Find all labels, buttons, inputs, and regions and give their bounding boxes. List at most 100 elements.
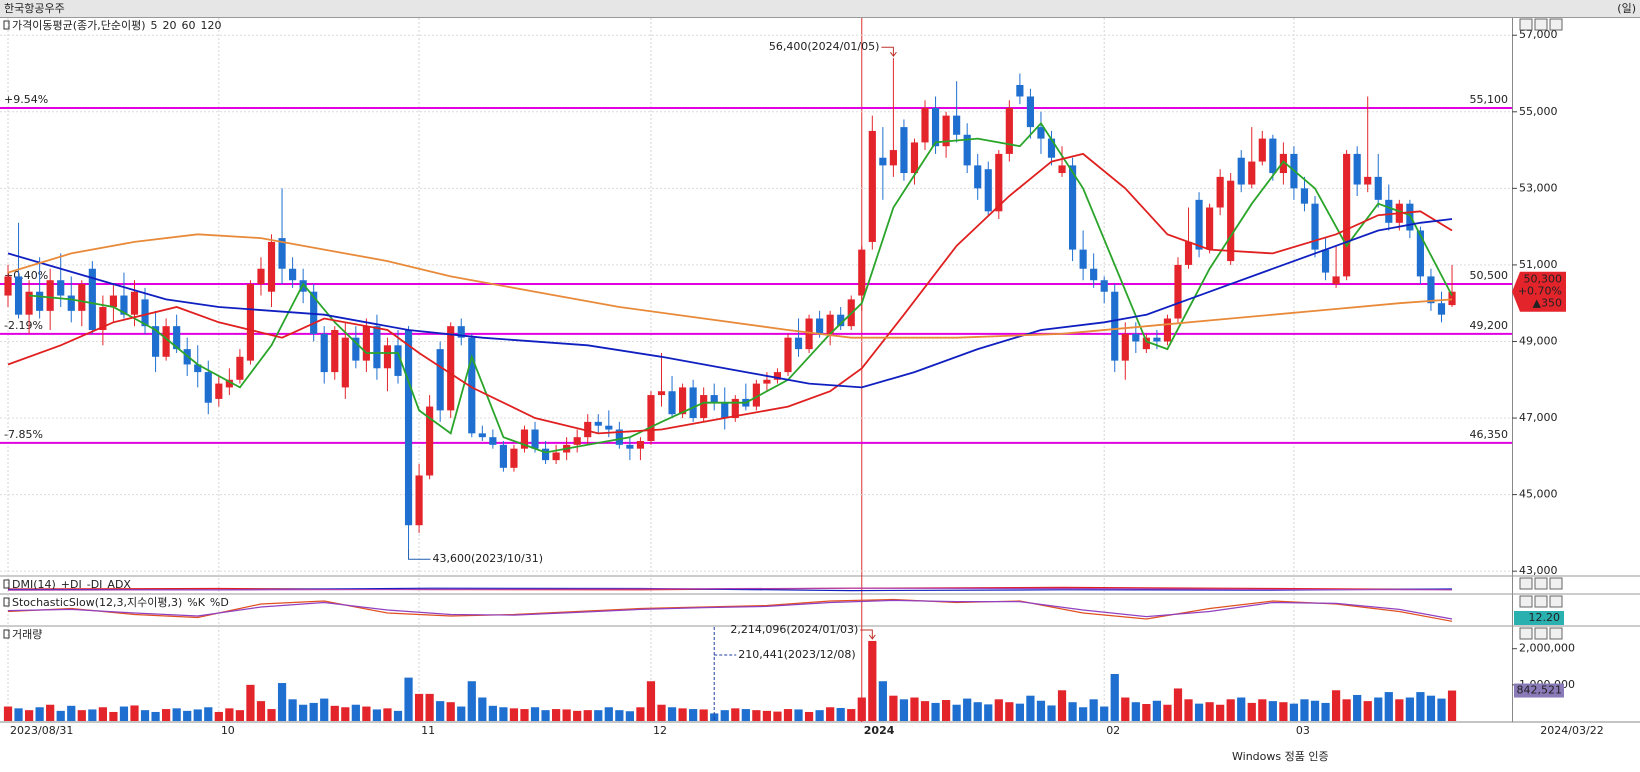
candle-body [383, 345, 392, 369]
annotation: 2,214,096(2024/01/03) [730, 623, 858, 636]
window-button[interactable] [1534, 18, 1548, 31]
legend-label: +DI [61, 578, 82, 591]
candle-body [689, 387, 697, 419]
y-tick-label: 43,000 [1519, 564, 1558, 577]
volume-bar [773, 711, 782, 721]
candle-body [984, 169, 992, 212]
volume-bar [309, 702, 318, 721]
window-button[interactable] [1549, 18, 1563, 31]
line-series [7, 218, 1453, 389]
window-button[interactable] [1534, 577, 1548, 590]
level-pct: +9.54% [4, 93, 48, 106]
volume-bar [1300, 699, 1309, 721]
candle-body [436, 349, 444, 411]
volume-bar [288, 699, 297, 721]
legend-label: 5 [151, 19, 158, 32]
volume-bar [1036, 700, 1046, 721]
header-bar [0, 0, 1640, 17]
legend-label: DMI(14) [12, 578, 56, 591]
volume-bar [1342, 699, 1351, 721]
volume-bar [67, 705, 76, 721]
volume-bar [1395, 699, 1404, 721]
volume-bar [994, 699, 1003, 721]
last-change: +0.70% [1518, 285, 1562, 298]
volume-bar [720, 710, 729, 721]
x-tick-label: 02 [1106, 724, 1120, 737]
volume-bar [1142, 704, 1151, 721]
volume-bar [162, 709, 171, 721]
window-button[interactable] [1534, 627, 1548, 640]
candle-body [1090, 268, 1098, 281]
candle-body [615, 429, 623, 445]
candle-body [25, 291, 33, 315]
candle-body [109, 295, 117, 308]
volume-bar [1279, 702, 1288, 721]
volume-bar [256, 701, 266, 721]
volume-bar [794, 709, 803, 721]
volume-bar [741, 709, 750, 721]
volume-bar [541, 710, 550, 721]
volume-bar [1321, 702, 1330, 721]
candle-body [204, 372, 212, 403]
legend-label: 60 [182, 19, 196, 32]
annotation: 43,600(2023/10/31) [433, 552, 543, 565]
volume-bar [341, 707, 350, 721]
candle-body [489, 437, 497, 445]
volume-bar [320, 698, 329, 721]
volume-bar [625, 711, 634, 721]
volume-bar [1353, 694, 1362, 721]
legend-label: %K [187, 596, 205, 609]
volume-bar [836, 707, 845, 721]
legend-label: ADX [107, 578, 131, 591]
window-button[interactable] [1549, 577, 1563, 590]
candle-body [1005, 107, 1013, 154]
candle-body [879, 157, 887, 166]
volume-bar [193, 709, 202, 721]
window-button[interactable] [1519, 627, 1533, 640]
candle-body [805, 318, 813, 350]
volume-bar [130, 705, 139, 721]
window-button[interactable] [1534, 595, 1548, 608]
volume-bar [109, 711, 118, 721]
line-series [7, 152, 1453, 435]
volume-bar [1247, 702, 1256, 721]
volume-bar [425, 693, 434, 721]
candle-body [721, 402, 729, 419]
window-button[interactable] [1549, 595, 1563, 608]
volume-bar [1268, 701, 1277, 721]
candle-body [310, 291, 318, 334]
volume-bar [1426, 695, 1436, 721]
candle-body [1174, 264, 1182, 319]
volume-bar [594, 710, 603, 721]
header-period: (일) [1617, 1, 1636, 15]
volume-bar [151, 711, 160, 721]
window-button[interactable] [1549, 627, 1563, 640]
volume-bar [1216, 704, 1225, 721]
volume-bar [815, 710, 824, 721]
annotation-arrow [713, 627, 737, 721]
volume-bar [1184, 699, 1193, 721]
y-tick-label: 53,000 [1519, 181, 1558, 194]
candle-body [963, 134, 971, 166]
x-tick-label: 2023/08/31 [10, 724, 73, 737]
candle-body [1079, 249, 1087, 269]
y-tick-label: 55,000 [1519, 105, 1558, 118]
candle-body [1311, 203, 1319, 250]
line-series [7, 233, 1453, 339]
window-button[interactable] [1519, 577, 1533, 590]
candle-body [1448, 291, 1456, 306]
window-button[interactable] [1519, 595, 1533, 608]
candle-body [1364, 176, 1372, 185]
volume-bar [551, 709, 561, 721]
volume-bar [204, 707, 213, 721]
window-button[interactable] [1519, 18, 1533, 31]
volume-bar [330, 705, 339, 721]
y-tick-label: 51,000 [1519, 258, 1558, 271]
candle-body [151, 326, 160, 357]
volume-bar [98, 707, 107, 721]
x-tick-label: 12 [653, 724, 667, 737]
candle-body [1216, 176, 1224, 208]
volume-bar [1226, 699, 1235, 721]
candle-body [1427, 276, 1435, 304]
